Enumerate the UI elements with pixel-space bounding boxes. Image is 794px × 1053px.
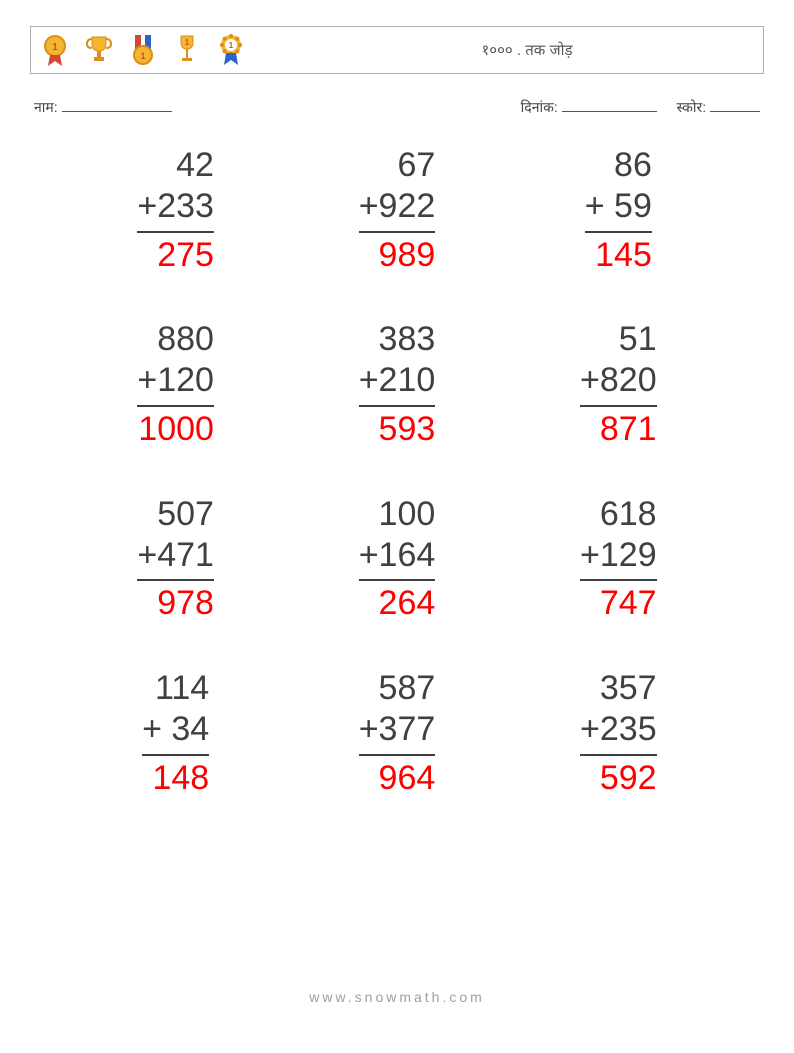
operand-top: 86 <box>585 145 652 186</box>
operand-bottom: +120 <box>137 360 214 407</box>
medal-icon: 1 <box>41 33 69 67</box>
header-icons: 1 1 1 <box>41 33 245 67</box>
addition-problem: 880+1201000 <box>70 319 281 449</box>
operand-bottom: +210 <box>359 360 436 407</box>
worksheet-page: 1 1 1 <box>0 0 794 1053</box>
operand-bottom: +820 <box>580 360 657 407</box>
svg-text:1: 1 <box>52 42 58 53</box>
answer: 593 <box>359 407 436 450</box>
addition-problem: 51+820 871 <box>513 319 724 449</box>
operand-top: 587 <box>359 668 436 709</box>
operand-bottom: +922 <box>359 186 436 233</box>
score-label: स्कोर: <box>677 99 706 115</box>
header: 1 1 1 <box>30 26 764 74</box>
watermark: www.snowmath.com <box>0 989 794 1005</box>
svg-text:1: 1 <box>229 41 234 50</box>
operand-top: 42 <box>137 145 214 186</box>
addition-problem: 383+210 593 <box>291 319 502 449</box>
operand-top: 67 <box>359 145 436 186</box>
addition-problem: 86+ 59 145 <box>513 145 724 275</box>
info-row: नाम: दिनांक: स्कोर: <box>30 98 764 117</box>
operand-top: 114 <box>142 668 209 709</box>
medal-ribbon-icon: 1 <box>129 33 157 67</box>
operand-top: 100 <box>359 494 436 535</box>
answer: 275 <box>137 233 214 276</box>
operand-top: 51 <box>580 319 657 360</box>
addition-problem: 42+233 275 <box>70 145 281 275</box>
addition-problem: 100+164 264 <box>291 494 502 624</box>
answer: 148 <box>142 756 209 799</box>
operand-top: 357 <box>580 668 657 709</box>
trophy-cup-icon <box>85 33 113 67</box>
operand-bottom: + 34 <box>142 709 209 756</box>
answer: 978 <box>137 581 214 624</box>
problems-grid: 42+233 275 67+922 989 86+ 59 145 880+120… <box>30 145 764 799</box>
answer: 747 <box>580 581 657 624</box>
svg-text:1: 1 <box>140 51 145 61</box>
operand-top: 880 <box>137 319 214 360</box>
operand-bottom: +377 <box>359 709 436 756</box>
operand-top: 383 <box>359 319 436 360</box>
answer: 871 <box>580 407 657 450</box>
name-blank[interactable] <box>62 111 172 112</box>
answer: 145 <box>585 233 652 276</box>
name-field: नाम: <box>34 98 172 117</box>
score-field: स्कोर: <box>677 98 760 117</box>
operand-top: 618 <box>580 494 657 535</box>
addition-problem: 114+ 34 148 <box>70 668 281 798</box>
addition-problem: 357+235 592 <box>513 668 724 798</box>
operand-bottom: +129 <box>580 535 657 582</box>
answer: 989 <box>359 233 436 276</box>
date-label: दिनांक: <box>521 99 558 115</box>
addition-problem: 587+377 964 <box>291 668 502 798</box>
addition-problem: 507+471 978 <box>70 494 281 624</box>
operand-bottom: +164 <box>359 535 436 582</box>
answer: 964 <box>359 756 436 799</box>
name-label: नाम: <box>34 99 58 115</box>
operand-bottom: +471 <box>137 535 214 582</box>
operand-bottom: + 59 <box>585 186 652 233</box>
svg-text:1: 1 <box>185 38 190 47</box>
operand-bottom: +235 <box>580 709 657 756</box>
operand-top: 507 <box>137 494 214 535</box>
rosette-icon: 1 <box>217 33 245 67</box>
answer: 264 <box>359 581 436 624</box>
goblet-icon: 1 <box>173 33 201 67</box>
date-blank[interactable] <box>562 111 657 112</box>
addition-problem: 67+922 989 <box>291 145 502 275</box>
addition-problem: 618+129 747 <box>513 494 724 624</box>
answer: 592 <box>580 756 657 799</box>
date-field: दिनांक: <box>521 98 657 117</box>
score-blank[interactable] <box>710 111 760 112</box>
operand-bottom: +233 <box>137 186 214 233</box>
answer: 1000 <box>137 407 214 450</box>
